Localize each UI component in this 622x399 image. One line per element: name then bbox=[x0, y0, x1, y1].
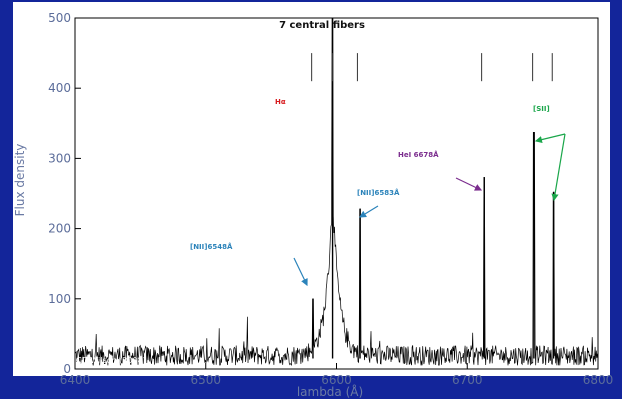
arrow-hei-6678 bbox=[455, 177, 483, 191]
arrow-sii-b bbox=[551, 133, 566, 202]
credit-text: CD Wilson (2008) bbox=[76, 356, 146, 365]
annotation-hei-6678: HeI 6678Å bbox=[398, 150, 439, 159]
arrow-nii-6548 bbox=[293, 257, 308, 287]
x-tick-label-3: 6700 bbox=[452, 373, 483, 387]
arrow-nii-6583 bbox=[358, 205, 379, 218]
x-tick-label-1: 6500 bbox=[190, 373, 221, 387]
y-tick-label-4: 400 bbox=[48, 81, 71, 95]
arrow-sii-a bbox=[534, 133, 566, 144]
marker-ticks bbox=[311, 53, 553, 82]
x-tick-label-0: 6400 bbox=[60, 373, 91, 387]
y-tick-label-1: 100 bbox=[48, 292, 71, 306]
y-tick-label-3: 300 bbox=[48, 151, 71, 165]
x-tick-label-4: 6800 bbox=[583, 373, 614, 387]
annotation-nii-6583: [NII]6583Å bbox=[357, 188, 400, 197]
spectrum-line bbox=[74, 17, 598, 366]
y-axis-label: Flux density bbox=[13, 144, 27, 217]
spectrum-layer bbox=[74, 17, 598, 366]
y-tick-label-2: 200 bbox=[48, 222, 71, 236]
annotation-sii: [SII] bbox=[533, 105, 550, 113]
axes: 6400 6500 6600 6700 6800 0 100 200 300 400 500 bbox=[48, 11, 613, 387]
x-axis-label: lambda (Å) bbox=[297, 384, 363, 399]
annotation-halpha: Hα bbox=[275, 98, 286, 106]
annotation-nii-6548: [NII]6548Å bbox=[190, 242, 233, 251]
annotation-arrows bbox=[293, 133, 566, 287]
chart-title: 7 central fibers bbox=[279, 20, 365, 31]
y-tick-label-5: 500 bbox=[48, 11, 71, 25]
x-tick-label-2: 6600 bbox=[321, 373, 352, 387]
y-tick-label-0: 0 bbox=[63, 362, 71, 376]
